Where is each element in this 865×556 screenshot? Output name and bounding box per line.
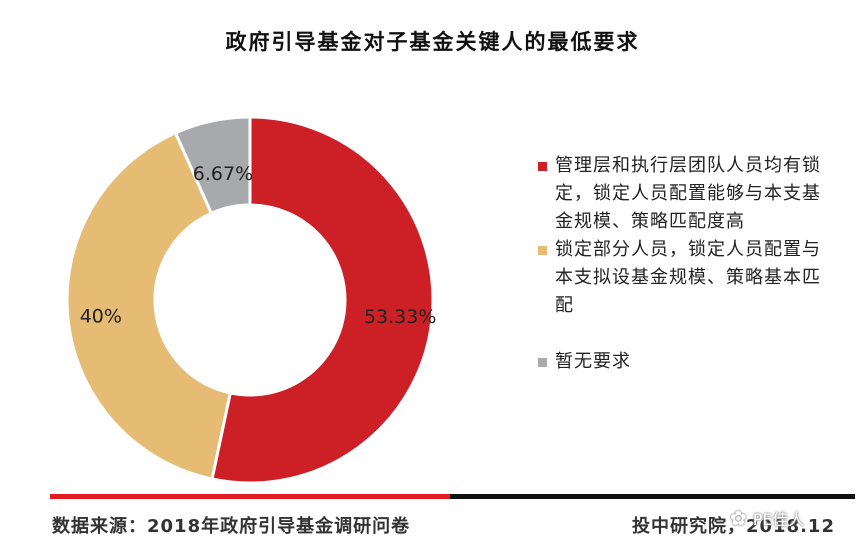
footer-divider-black: [450, 494, 855, 499]
donut-chart: 53.33% 40% 6.67%: [65, 115, 436, 485]
legend-item: 暂无要求: [538, 348, 838, 376]
legend-swatch-icon: [538, 358, 547, 367]
slice-value-label: 53.33%: [364, 306, 436, 328]
legend-item: 锁定部分人员，锁定人员配置与本支拟设基金规模、策略基本匹配: [538, 236, 838, 320]
source-note: 数据来源：2018年政府引导基金调研问卷: [52, 516, 411, 537]
footer-divider-red: [50, 494, 450, 499]
slice-value-label: 6.67%: [193, 163, 253, 185]
slice-value-label: 40%: [80, 306, 122, 328]
wechat-icon: ✿: [730, 506, 747, 530]
donut-slice: [65, 130, 233, 481]
legend-swatch-icon: [538, 162, 547, 171]
legend-label: 管理层和执行层团队人员均有锁定，锁定人员配置能够与本支基金规模、策略匹配度高: [555, 155, 821, 232]
watermark: ✿ PE佳人: [730, 506, 805, 530]
publisher-note: 投中研究院，2018.12: [632, 516, 835, 537]
chart-title: 政府引导基金对子基金关键人的最低要求: [225, 30, 640, 54]
watermark-text: PE佳人: [752, 510, 805, 529]
legend-swatch-icon: [538, 246, 547, 255]
legend-item: 管理层和执行层团队人员均有锁定，锁定人员配置能够与本支基金规模、策略匹配度高: [538, 152, 838, 236]
chart-legend: 管理层和执行层团队人员均有锁定，锁定人员配置能够与本支基金规模、策略匹配度高 锁…: [538, 152, 838, 378]
donut-slice: [173, 115, 252, 216]
legend-label: 暂无要求: [555, 351, 631, 372]
legend-label: 锁定部分人员，锁定人员配置与本支拟设基金规模、策略基本匹配: [555, 239, 821, 316]
donut-slice: [210, 115, 435, 485]
